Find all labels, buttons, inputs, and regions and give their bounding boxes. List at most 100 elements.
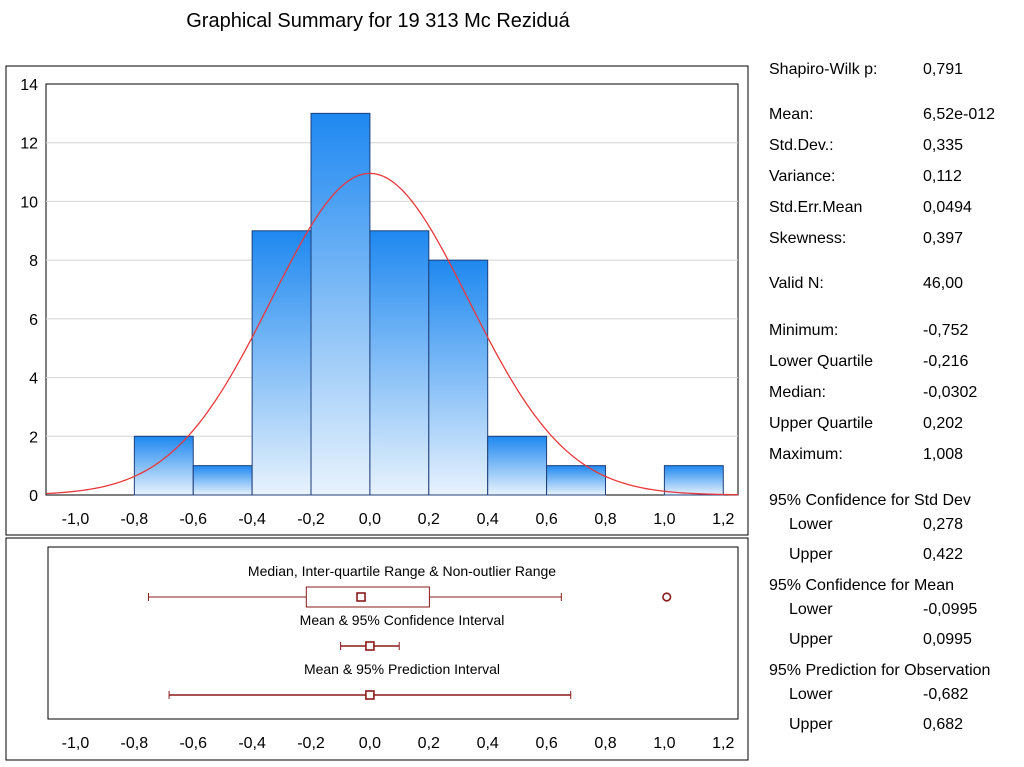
x-tick-label: -0,4	[238, 511, 266, 528]
center-marker	[365, 690, 375, 700]
x-tick-label: 0,8	[594, 511, 616, 528]
boxplot-panel	[5, 537, 749, 761]
histogram-bar	[369, 230, 430, 496]
histogram-bar	[310, 112, 371, 496]
ci-mean-upper-label: Upper	[789, 631, 833, 648]
ci-mean-upper-value: 0,0995	[923, 631, 972, 648]
y-tick-label: 2	[29, 429, 38, 446]
y-tick-label: 12	[20, 136, 38, 153]
lower-quartile-value: -0,216	[923, 353, 969, 370]
histogram-bar	[546, 465, 606, 496]
valid-n-label: Valid N:	[769, 275, 824, 292]
minimum-value: -0,752	[923, 322, 969, 339]
prediction-upper-label: Upper	[789, 716, 833, 733]
center-marker	[365, 641, 375, 651]
ci-mean-lower-value: -0,0995	[923, 601, 978, 618]
boxplot-rows: Median, Inter-quartile Range & Non-outli…	[147, 563, 672, 700]
outlier-point	[662, 592, 672, 602]
x-tick-label: -0,6	[179, 511, 207, 528]
histogram-bar	[663, 465, 724, 496]
histogram-bar	[251, 230, 312, 496]
std-dev-value: 0,335	[923, 137, 964, 154]
ci-std-dev-heading: 95% Confidence for Std Dev	[769, 492, 971, 509]
boxplot-row-label: Mean & 95% Confidence Interval	[300, 612, 505, 628]
ci-mean-lower-label: Lower	[789, 601, 833, 618]
y-tick-label: 4	[29, 371, 38, 388]
histogram-bar	[133, 435, 194, 496]
std-err-mean-value: 0,0494	[923, 199, 972, 216]
y-tick-label: 10	[20, 194, 38, 211]
boxplot-plot-area	[47, 546, 739, 720]
x-tick-label: 1,0	[653, 511, 675, 528]
center-marker	[356, 592, 366, 602]
maximum-label: Maximum:	[769, 446, 843, 463]
x-tick-label: 1,2	[712, 511, 734, 528]
y-tick-label: 14	[20, 77, 38, 94]
x-tick-label: 0,0	[359, 735, 381, 752]
x-tick-label: 1,0	[653, 735, 675, 752]
upper-quartile-label: Upper Quartile	[769, 415, 874, 432]
boxplot-row: Mean & 95% Confidence Interval	[300, 612, 505, 651]
x-tick-label: 0,4	[477, 511, 499, 528]
x-tick-label: -1,0	[62, 511, 90, 528]
prediction-upper-value: 0,682	[923, 716, 964, 733]
variance-value: 0,112	[923, 168, 962, 185]
x-tick-label: -0,8	[121, 511, 149, 528]
x-tick-label: -0,2	[297, 511, 325, 528]
ci-std-dev-upper-value: 0,422	[923, 546, 964, 563]
x-tick-label: -1,0	[62, 735, 90, 752]
x-tick-label: 0,2	[418, 735, 440, 752]
histogram-bars	[133, 112, 724, 496]
mean-value: 6,52e-012	[923, 106, 996, 123]
minimum-label: Minimum:	[769, 322, 839, 339]
x-tick-label: 0,6	[535, 735, 557, 752]
normal-curve	[45, 172, 739, 496]
skewness-label: Skewness:	[769, 230, 847, 247]
x-tick-label: 0,0	[359, 511, 381, 528]
x-tick-label: 0,2	[418, 511, 440, 528]
x-tick-label: -0,6	[179, 735, 207, 752]
iqr-box	[305, 586, 430, 608]
x-tick-label: 1,2	[712, 735, 734, 752]
maximum-value: 1,008	[923, 446, 964, 463]
x-tick-label: -0,4	[238, 735, 266, 752]
median-label: Median:	[769, 384, 826, 401]
ci-std-dev-lower-label: Lower	[789, 516, 833, 533]
std-dev-label: Std.Dev.:	[769, 137, 834, 154]
std-err-mean-label: Std.Err.Mean	[769, 199, 863, 216]
boxplot-row: Median, Inter-quartile Range & Non-outli…	[147, 563, 672, 608]
lower-quartile-label: Lower Quartile	[769, 353, 874, 370]
y-tick-label: 6	[29, 312, 38, 329]
mean-label: Mean:	[769, 106, 814, 123]
y-tick-label: 8	[29, 253, 38, 270]
x-tick-label: 0,6	[535, 511, 557, 528]
histogram-y-ticks: 0 2 4 6 8 10 12 14	[20, 77, 38, 505]
ci-std-dev-upper-label: Upper	[789, 546, 833, 563]
boxplot-row-label: Mean & 95% Prediction Interval	[304, 661, 500, 677]
x-tick-label: 0,8	[594, 735, 616, 752]
variance-label: Variance:	[769, 168, 836, 185]
prediction-lower-value: -0,682	[923, 686, 969, 703]
x-tick-label: 0,4	[477, 735, 499, 752]
histogram-panel	[5, 65, 749, 536]
histogram-bar	[192, 465, 253, 496]
chart-title: Graphical Summary for 19 313 Mc Reziduá	[186, 10, 570, 32]
x-tick-label: -0,2	[297, 735, 325, 752]
histogram-bar	[428, 259, 489, 496]
boxplot-x-ticks: -1,0 -0,8 -0,6 -0,4 -0,2 0,0 0,2 0,4 0,6 0,8 1,0 1,…	[62, 735, 735, 752]
histogram-x-ticks: -1,0 -0,8 -0,6 -0,4 -0,2 0,0 0,2 0,4 0,6 0,8 1,0 1,…	[62, 511, 735, 528]
ci-mean-heading: 95% Confidence for Mean	[769, 577, 954, 594]
skewness-value: 0,397	[923, 230, 964, 247]
shapiro-label: Shapiro-Wilk p:	[769, 61, 878, 78]
shapiro-value: 0,791	[923, 61, 964, 78]
prediction-heading: 95% Prediction for Observation	[769, 662, 991, 679]
boxplot-row: Mean & 95% Prediction Interval	[168, 661, 572, 700]
x-tick-label: -0,8	[121, 735, 149, 752]
valid-n-value: 46,00	[923, 275, 964, 292]
prediction-lower-label: Lower	[789, 686, 833, 703]
boxplot-row-label: Median, Inter-quartile Range & Non-outli…	[248, 563, 556, 579]
ci-std-dev-lower-value: 0,278	[923, 516, 964, 533]
histogram-bar	[487, 435, 548, 496]
upper-quartile-value: 0,202	[923, 415, 964, 432]
